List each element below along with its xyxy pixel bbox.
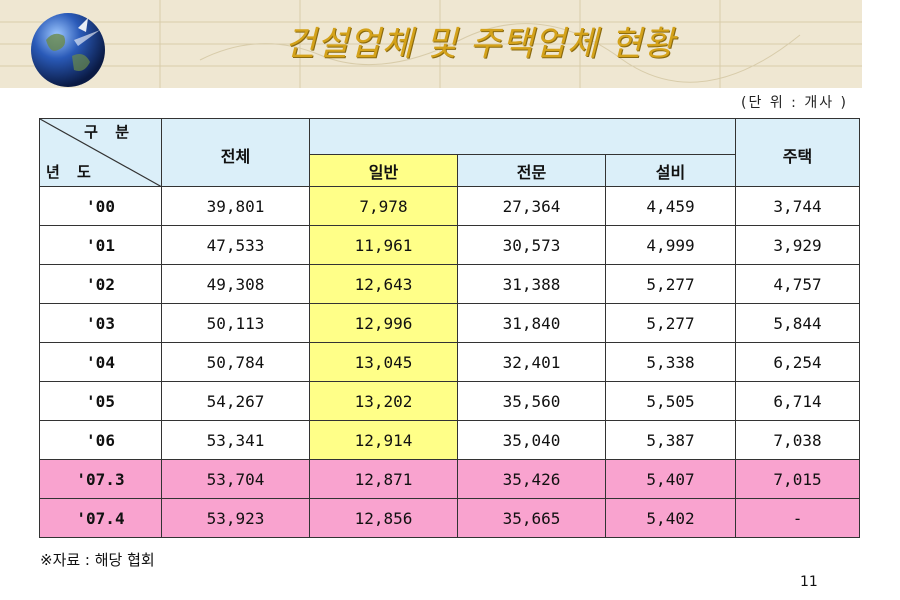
general-cell: 12,914 — [309, 420, 458, 460]
header-general: 일반 — [309, 154, 458, 187]
special-cell: 35,560 — [457, 381, 606, 421]
special-cell: 32,401 — [457, 342, 606, 382]
facility-cell: 5,387 — [604, 420, 737, 460]
special-cell: 27,364 — [457, 186, 606, 226]
facility-cell: 5,338 — [604, 342, 737, 382]
year-cell: '00 — [39, 186, 162, 226]
total-cell: 54,267 — [161, 381, 310, 421]
special-cell: 35,040 — [457, 420, 606, 460]
corner-header-cell: 구 분 년 도 — [39, 118, 162, 187]
table-row-highlighted: '07.3 53,704 12,871 35,426 5,407 7,015 — [39, 459, 861, 499]
general-cell: 13,202 — [309, 381, 458, 421]
general-cell: 12,871 — [309, 459, 458, 499]
year-cell: '07.4 — [39, 498, 162, 538]
year-cell: '07.3 — [39, 459, 162, 499]
general-cell: 7,978 — [309, 186, 458, 226]
year-cell: '01 — [39, 225, 162, 265]
special-cell: 35,426 — [457, 459, 606, 499]
facility-cell: 4,459 — [604, 186, 737, 226]
facility-cell: 5,407 — [604, 459, 737, 499]
page-title: 건설업체 및 주택업체 현황 — [284, 24, 676, 64]
total-cell: 53,704 — [161, 459, 310, 499]
special-cell: 30,573 — [457, 225, 606, 265]
header-special: 전문 — [457, 154, 606, 187]
housing-cell: 6,714 — [735, 381, 861, 421]
header-total: 전체 — [161, 118, 310, 187]
housing-cell: - — [735, 498, 861, 538]
year-cell: '04 — [39, 342, 162, 382]
total-cell: 49,308 — [161, 264, 310, 304]
table-row: '04 50,784 13,045 32,401 5,338 6,254 — [39, 342, 861, 382]
general-cell: 12,856 — [309, 498, 458, 538]
total-cell: 53,341 — [161, 420, 310, 460]
year-cell: '02 — [39, 264, 162, 304]
housing-cell: 7,038 — [735, 420, 861, 460]
table-row: '01 47,533 11,961 30,573 4,999 3,929 — [39, 225, 861, 265]
facility-cell: 5,402 — [604, 498, 737, 538]
header-facility: 설비 — [604, 154, 737, 187]
header-housing: 주택 — [735, 118, 861, 187]
header-group — [308, 118, 737, 155]
total-cell: 53,923 — [161, 498, 310, 538]
special-cell: 35,665 — [457, 498, 606, 538]
unit-label: (단 위 : 개사 ) — [741, 95, 848, 111]
facility-cell: 5,505 — [604, 381, 737, 421]
total-cell: 50,784 — [161, 342, 310, 382]
facility-cell: 4,999 — [604, 225, 737, 265]
source-note: ※자료 : 해당 협회 — [40, 551, 155, 569]
total-cell: 39,801 — [161, 186, 310, 226]
company-status-table: 구 분 년 도 전체 주택 일반 전문 설비 '00 39,801 7,978 … — [39, 118, 861, 538]
total-cell: 50,113 — [161, 303, 310, 343]
housing-cell: 7,015 — [735, 459, 861, 499]
page-number: 11 — [800, 574, 818, 590]
general-cell: 11,961 — [309, 225, 458, 265]
general-cell: 12,996 — [309, 303, 458, 343]
housing-cell: 3,929 — [735, 225, 861, 265]
table-row: '06 53,341 12,914 35,040 5,387 7,038 — [39, 420, 861, 460]
corner-category-label: 구 분 — [84, 123, 135, 141]
housing-cell: 3,744 — [735, 186, 861, 226]
table-row: '05 54,267 13,202 35,560 5,505 6,714 — [39, 381, 861, 421]
facility-cell: 5,277 — [604, 303, 737, 343]
map-grid-decoration — [0, 0, 862, 88]
year-cell: '05 — [39, 381, 162, 421]
special-cell: 31,840 — [457, 303, 606, 343]
title-banner: 건설업체 및 주택업체 현황 — [0, 0, 862, 88]
table-row-highlighted: '07.4 53,923 12,856 35,665 5,402 - — [39, 498, 861, 538]
table-row: '00 39,801 7,978 27,364 4,459 3,744 — [39, 186, 861, 226]
diagonal-divider — [40, 119, 162, 187]
table-row: '03 50,113 12,996 31,840 5,277 5,844 — [39, 303, 861, 343]
corner-year-label: 년 도 — [46, 163, 97, 181]
total-cell: 47,533 — [161, 225, 310, 265]
facility-cell: 5,277 — [604, 264, 737, 304]
general-cell: 13,045 — [309, 342, 458, 382]
year-cell: '06 — [39, 420, 162, 460]
year-cell: '03 — [39, 303, 162, 343]
table-row: '02 49,308 12,643 31,388 5,277 4,757 — [39, 264, 861, 304]
special-cell: 31,388 — [457, 264, 606, 304]
general-cell: 12,643 — [309, 264, 458, 304]
housing-cell: 5,844 — [735, 303, 861, 343]
housing-cell: 4,757 — [735, 264, 861, 304]
globe-icon — [31, 13, 105, 87]
housing-cell: 6,254 — [735, 342, 861, 382]
